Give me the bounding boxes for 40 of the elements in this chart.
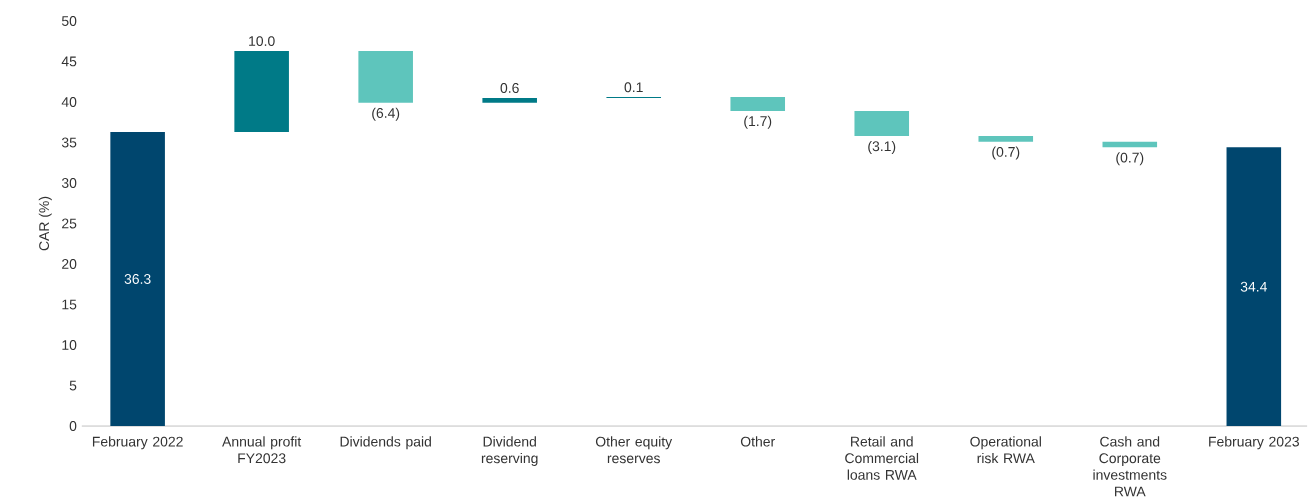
bar bbox=[482, 97, 537, 103]
y-tick-label: 10 bbox=[62, 340, 77, 351]
data-label: 10.0 bbox=[249, 36, 275, 47]
data-label: (0.7) bbox=[992, 146, 1020, 160]
data-label: (1.7) bbox=[744, 115, 772, 129]
x-tick-label: February 2023 bbox=[1209, 436, 1299, 450]
x-tick-label: Retail and Commercial loans RWA bbox=[845, 436, 919, 480]
data-label: 0.6 bbox=[500, 83, 519, 94]
y-tick-label: 5 bbox=[69, 380, 77, 391]
bar bbox=[1226, 147, 1282, 427]
bar bbox=[110, 131, 165, 427]
x-tick-label: Other bbox=[740, 436, 775, 447]
y-tick-label: 45 bbox=[61, 56, 77, 67]
y-tick-label: 35 bbox=[61, 137, 77, 148]
bar bbox=[978, 136, 1034, 142]
data-label: (0.7) bbox=[1116, 152, 1144, 166]
x-tick-label: February 2022 bbox=[92, 436, 183, 450]
data-label: 34.4 bbox=[1240, 281, 1267, 292]
y-tick-label: 25 bbox=[62, 218, 77, 229]
y-tick-label: 0 bbox=[69, 421, 77, 432]
y-tick-label: 30 bbox=[61, 178, 77, 188]
x-tick-label: Annual profit FY2023 bbox=[222, 436, 302, 464]
data-label: (3.1) bbox=[868, 140, 896, 154]
x-tick-label: Other equity reserves bbox=[595, 436, 673, 464]
y-tick-label: 40 bbox=[61, 97, 77, 107]
y-tick-label: 20 bbox=[62, 259, 77, 269]
data-label: 36.3 bbox=[124, 274, 151, 284]
y-axis-title: CAR (%) bbox=[38, 196, 52, 251]
data-label: 0.1 bbox=[624, 82, 643, 93]
y-tick-label: 50 bbox=[61, 16, 77, 26]
bar bbox=[730, 97, 786, 111]
bar bbox=[358, 50, 413, 103]
data-label: (6.4) bbox=[372, 107, 400, 121]
bar bbox=[854, 110, 910, 137]
x-tick-label: Dividend reserving bbox=[481, 436, 538, 466]
y-tick-label: 15 bbox=[62, 299, 77, 310]
bar bbox=[234, 50, 289, 132]
x-tick-label: Operational risk RWA bbox=[970, 436, 1041, 464]
x-tick-label: Cash and Corporate investments RWA bbox=[1093, 436, 1167, 497]
x-tick-label: Dividends paid bbox=[340, 436, 431, 450]
